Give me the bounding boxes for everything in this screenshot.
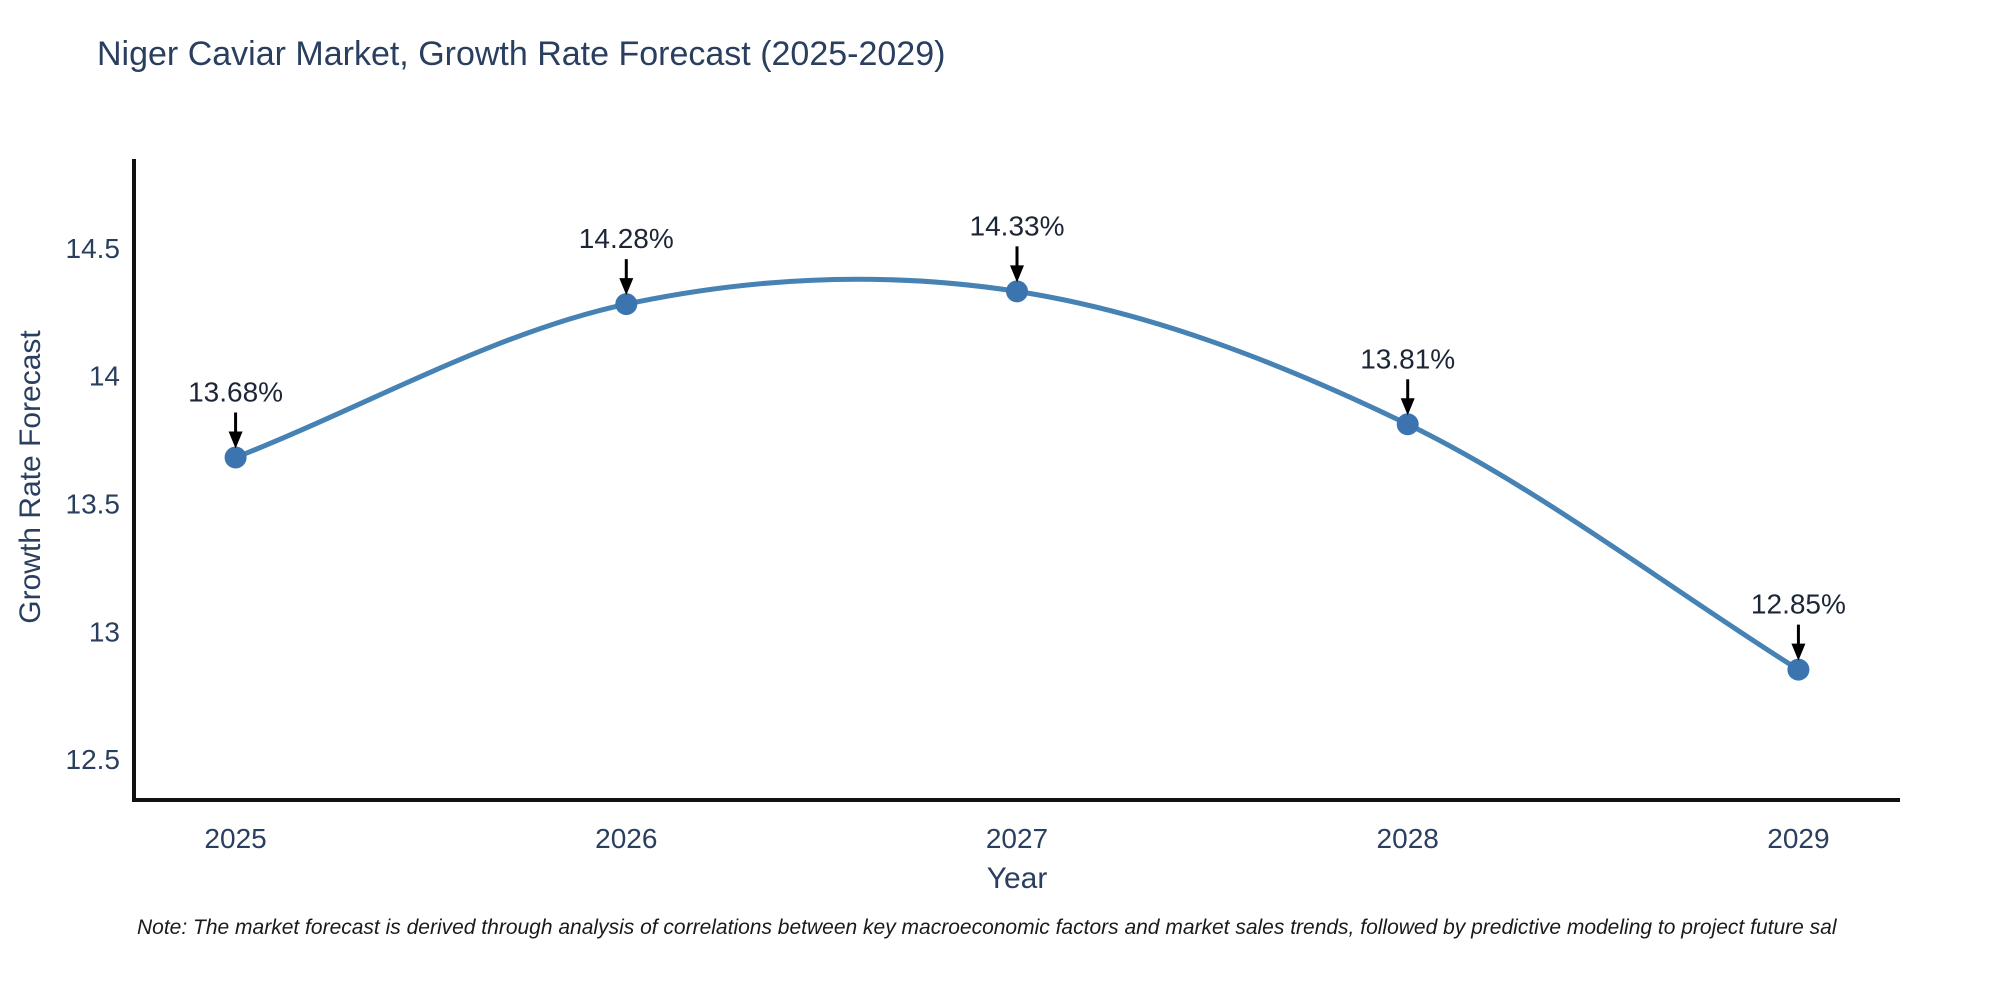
annotation-arrowhead: [619, 278, 634, 296]
footnote: Note: The market forecast is derived thr…: [137, 916, 1837, 939]
chart-title: Niger Caviar Market, Growth Rate Forecas…: [97, 35, 946, 73]
data-point: [615, 293, 638, 316]
growth-rate-line: [233, 276, 1801, 673]
data-point: [1006, 280, 1028, 303]
annotation-arrowhead: [1400, 398, 1415, 416]
series-layer: 13.68% 14.28% 14.33% 13.81% 12.85% 12.5 13 13.5…: [66, 210, 1846, 854]
data-point-label: 14.28%: [579, 223, 674, 254]
annotation-arrowhead: [1010, 265, 1024, 283]
x-tick-label: 2027: [986, 823, 1048, 854]
data-point-label: 13.68%: [188, 376, 283, 407]
x-axis-title: Year: [987, 862, 1048, 895]
x-tick-label: 2029: [1767, 823, 1829, 854]
x-tick-label: 2028: [1377, 823, 1439, 854]
data-point: [1787, 658, 1810, 681]
y-axis-title: Growth Rate Forecast: [14, 330, 47, 624]
annotation-arrowhead: [228, 431, 243, 449]
y-tick-label: 13: [89, 616, 120, 647]
annotation-arrowhead: [1791, 643, 1806, 661]
x-tick-label: 2025: [204, 823, 266, 854]
data-point: [1396, 413, 1419, 436]
data-point-label: 12.85%: [1751, 589, 1846, 620]
y-tick-label: 12.5: [66, 744, 121, 775]
y-tick-label: 14.5: [66, 233, 121, 264]
x-tick-label: 2026: [595, 823, 657, 854]
y-tick-label: 14: [89, 361, 120, 392]
data-point-label: 13.81%: [1360, 343, 1455, 374]
y-tick-label: 13.5: [66, 489, 121, 520]
data-point: [224, 446, 247, 469]
data-point-label: 14.33%: [970, 210, 1065, 241]
